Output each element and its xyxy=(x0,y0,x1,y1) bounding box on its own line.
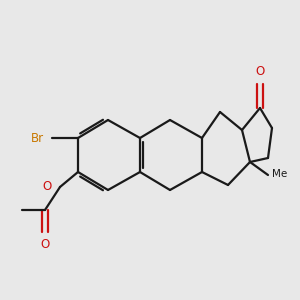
Text: O: O xyxy=(40,238,50,251)
Text: O: O xyxy=(43,179,52,193)
Text: Me: Me xyxy=(272,169,287,179)
Text: O: O xyxy=(255,65,265,78)
Text: Br: Br xyxy=(31,131,44,145)
